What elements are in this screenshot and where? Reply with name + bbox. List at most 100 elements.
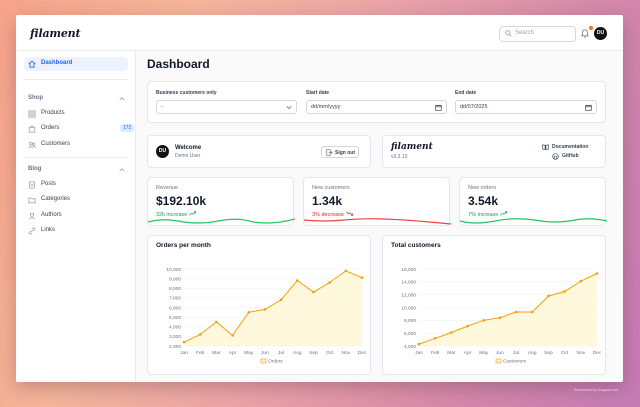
- data-point: [547, 294, 550, 298]
- sidebar-item-products[interactable]: Products: [24, 107, 128, 121]
- divider: [24, 157, 128, 158]
- sidebar-item-customers[interactable]: Customers: [24, 138, 128, 152]
- notification-bell-icon[interactable]: [581, 29, 589, 38]
- sidebar-item-authors[interactable]: Authors: [24, 209, 128, 223]
- stat-value: 3.54k: [468, 194, 499, 208]
- user-avatar[interactable]: DU: [594, 27, 607, 40]
- sidebar-item-label: Products: [41, 110, 65, 116]
- topbar: filament Search DU: [16, 15, 623, 51]
- sidebar-item-dashboard[interactable]: Dashboard: [24, 57, 128, 71]
- x-tick-label: Jul: [513, 350, 519, 356]
- sidebar-item-label: Customers: [41, 141, 71, 147]
- y-tick-label: 8,000: [169, 286, 181, 292]
- filament-info-card: filament v3.3.13 Documentation GitHub: [382, 135, 606, 168]
- page-title: Dashboard: [147, 57, 210, 71]
- filters-card: Business customers only - Start date dd/…: [147, 81, 606, 123]
- x-tick-label: Oct: [326, 350, 334, 356]
- chart-title: Total customers: [391, 242, 441, 249]
- group-label-blog[interactable]: Blog: [28, 166, 42, 172]
- sidebar-item-label: Authors: [41, 212, 62, 218]
- x-tick-label: Mar: [212, 350, 221, 356]
- x-tick-label: Dec: [593, 350, 602, 356]
- x-tick-label: Apr: [464, 350, 472, 356]
- data-point: [579, 279, 583, 283]
- y-tick-label: 4,000: [169, 325, 181, 331]
- x-tick-label: Jul: [278, 350, 284, 356]
- divider: [24, 79, 128, 80]
- series-line: [183, 270, 363, 343]
- sidebar-item-links[interactable]: Links: [24, 224, 128, 238]
- x-tick-label: Jun: [496, 350, 504, 356]
- x-tick-label: May: [244, 350, 254, 356]
- x-tick-label: Jan: [180, 350, 188, 356]
- data-point: [312, 290, 315, 294]
- data-point: [482, 319, 486, 322]
- chevron-up-icon[interactable]: [119, 167, 125, 172]
- data-point: [263, 308, 267, 311]
- y-tick-label: 9,000: [169, 276, 181, 282]
- documentation-link[interactable]: Documentation: [542, 144, 588, 150]
- data-point: [563, 290, 566, 293]
- data-point: [466, 324, 469, 328]
- home-icon: [28, 60, 36, 68]
- x-tick-label: Feb: [431, 350, 440, 356]
- app-window: filament Search DU Dashboard Shop Produc…: [16, 15, 623, 382]
- y-tick-label: 5,000: [169, 315, 181, 321]
- sidebar: Dashboard Shop Products Orders 172 Custo…: [16, 51, 136, 382]
- legend-swatch: [260, 358, 267, 364]
- shopping-bag-icon: [28, 125, 36, 133]
- y-tick-label: 14,000: [401, 280, 416, 286]
- legend-swatch: [495, 358, 502, 364]
- x-tick-label: Jan: [415, 350, 423, 356]
- business-customers-select[interactable]: -: [156, 100, 297, 114]
- x-tick-label: May: [479, 350, 489, 356]
- welcome-card: DU Welcome Demo User Sign out: [147, 135, 371, 168]
- start-date-input[interactable]: dd/mm/yyyy: [306, 100, 447, 114]
- data-point: [360, 276, 364, 279]
- data-point: [498, 316, 502, 320]
- customers-chart: 4,000 6,000 8,000 10,000 12,000 14,000 16,000 J…: [401, 267, 602, 365]
- calendar-icon: [585, 104, 592, 111]
- stat-label: New customers: [312, 185, 350, 191]
- github-link[interactable]: GitHub: [552, 153, 579, 160]
- sidebar-item-categories[interactable]: Categories: [24, 193, 128, 207]
- series-line: [418, 273, 598, 345]
- stat-card-new-orders: New orders 3.54k 7% increase: [459, 177, 607, 226]
- book-icon: [542, 144, 549, 150]
- orders-count-badge: 172: [120, 124, 135, 132]
- stat-card-new-customers: New customers 1.34k 3% decrease: [303, 177, 451, 226]
- x-tick-label: Nov: [342, 350, 351, 356]
- x-tick-label: Aug: [528, 350, 537, 356]
- sidebar-item-orders[interactable]: Orders 172: [24, 122, 135, 136]
- search-icon: [505, 30, 512, 37]
- stat-card-revenue: Revenue $192.10k 32k increase: [147, 177, 295, 226]
- chart-title: Orders per month: [156, 242, 211, 249]
- data-point: [198, 333, 202, 336]
- end-date-value: dd/07/2025: [460, 104, 488, 110]
- document-icon: [29, 181, 35, 189]
- sign-out-button[interactable]: Sign out: [321, 146, 359, 158]
- data-point: [328, 281, 331, 284]
- group-label-shop[interactable]: Shop: [28, 95, 43, 101]
- data-point: [182, 340, 186, 344]
- link-icon: [28, 227, 36, 235]
- end-date-input[interactable]: dd/07/2025: [455, 100, 597, 114]
- brand-logo[interactable]: filament: [30, 27, 81, 40]
- filament-version: v3.3.13: [391, 154, 408, 160]
- y-tick-label: 6,000: [169, 305, 181, 311]
- y-tick-label: 7,000: [169, 296, 181, 302]
- welcome-user-name: Demo User: [175, 153, 201, 159]
- stat-value: 1.34k: [312, 194, 343, 208]
- folder-icon: [28, 197, 36, 204]
- start-date-value: dd/mm/yyyy: [311, 104, 341, 110]
- data-point: [344, 269, 348, 273]
- chevron-up-icon[interactable]: [119, 96, 125, 101]
- revenue-sparkline: [148, 218, 295, 224]
- end-date-label: End date: [455, 90, 477, 96]
- screenshot-credit: Screenshot by Xnapper.com: [574, 388, 618, 392]
- x-tick-label: Aug: [293, 350, 302, 356]
- sidebar-item-posts[interactable]: Posts: [24, 178, 128, 192]
- sign-out-label: Sign out: [335, 150, 355, 156]
- search-input[interactable]: Search: [499, 26, 576, 42]
- x-tick-label: Mar: [447, 350, 456, 356]
